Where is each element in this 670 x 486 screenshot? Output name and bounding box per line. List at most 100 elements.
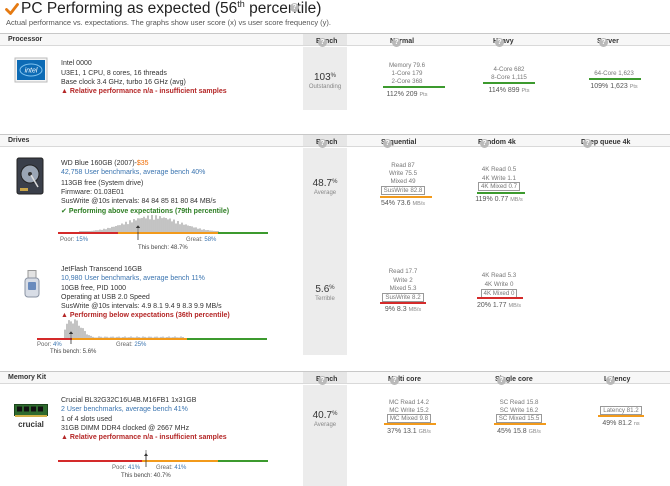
help-icon[interactable]: ? (497, 376, 506, 385)
check-icon: ✔ (61, 208, 69, 215)
help-icon[interactable]: ? (318, 376, 327, 385)
rand-write: 4K Write 1.1 (482, 175, 516, 182)
drive2-this-bench: This bench: 5.6% (50, 349, 97, 355)
histogram-range-green (187, 338, 267, 340)
usb-flash-icon (24, 270, 40, 298)
memory-name: Crucial BL32G32C16U4B.M16FB1 1x31GB (61, 397, 197, 404)
help-icon[interactable]: ? (390, 376, 399, 385)
processor-section-header: Processor Bench? Normal? Heavy? Server? (0, 33, 670, 47)
drive2-bench-caption: Terrible (315, 296, 335, 302)
drive2-bench-value: 5.6% (315, 284, 335, 295)
help-icon[interactable]: ? (480, 139, 489, 148)
rand-bar (477, 297, 523, 299)
seq-value: 9% 8.3 MB/s (384, 306, 422, 313)
help-icon[interactable]: ? (392, 38, 401, 47)
section-label: Processor (8, 36, 43, 43)
seq-mixed: Mixed 5.3 (389, 285, 417, 292)
svg-text:intel: intel (25, 68, 38, 75)
memory-poor: Poor: 41% (112, 465, 141, 471)
crucial-logo: crucial (18, 420, 44, 429)
drive2-usb-speed: Operating at USB 2.0 Speed (61, 294, 150, 301)
seq-value: 54% 73.6 MB/s (380, 200, 426, 207)
normal-memory: Memory 79.6 (388, 62, 426, 69)
server-bar (589, 78, 641, 80)
help-icon[interactable]: ? (290, 3, 299, 12)
page-subtitle: Actual performance vs. expectations. The… (6, 18, 331, 27)
section-label: Drives (8, 137, 30, 144)
histogram-range-red (37, 338, 72, 340)
mc-read: MC Read 14.2 (389, 399, 429, 406)
cpu-line-1: U3E1, 1 CPU, 8 cores, 16 threads (61, 70, 167, 77)
seq-bar (380, 302, 426, 304)
latency-value-label: Latency 81.2 (584, 406, 658, 415)
section-label: Memory Kit (8, 374, 47, 381)
sc-bar (494, 423, 546, 425)
rand-read: 4K Read 5.3 (481, 272, 517, 279)
memory-bench-caption: Average (313, 422, 337, 428)
drives-section-header: Drives Bench? Sequential? Random 4k? Dee… (0, 134, 670, 148)
seq-read: Read 87 (391, 162, 415, 169)
latency-value: 49% 81.2 ns (602, 420, 640, 427)
seq-suswrite: SusWrite 8.2 (366, 293, 440, 302)
ram-stick-icon: crucial (14, 404, 48, 429)
page-header: PC Performing as expected (56th percenti… (0, 0, 670, 32)
seq-read: Read 17.7 (388, 268, 418, 275)
help-icon[interactable]: ? (606, 376, 615, 385)
help-icon[interactable]: ? (495, 38, 504, 47)
page-title: PC Performing as expected (56th percenti… (21, 0, 322, 17)
help-icon[interactable]: ? (583, 139, 592, 148)
mc-bar (384, 423, 436, 425)
drive1-price: $35 (136, 160, 149, 167)
mc-write: MC Write 15.2 (389, 407, 429, 414)
memory-this-bench: This bench: 40.7% (121, 473, 171, 479)
sc-mixed: SC Mixed 15.5 (482, 414, 556, 423)
memory-histogram (58, 443, 270, 468)
drive1-status: ✔ Performing above expectations (79th pe… (61, 208, 230, 215)
drive2-histogram (37, 318, 269, 346)
warning-icon: ▲ (61, 312, 70, 319)
drive2-great: Great: 25% (116, 342, 147, 348)
drive2-name: JetFlash Transcend 16GB (61, 266, 142, 273)
histogram-range-orange (142, 460, 218, 462)
intel-logo: intel (14, 57, 48, 83)
drive1-firmware: Firmware: 01.03E01 (61, 189, 125, 196)
this-bench-arrow (69, 331, 73, 334)
help-icon[interactable]: ? (383, 139, 392, 148)
drive1-name: WD Blue 160GB (2007)-$35 (61, 160, 149, 167)
memory-bench-value: 40.7% (312, 410, 338, 421)
hdd-icon (16, 157, 44, 195)
drive1-benchmarks-link[interactable]: 42,758 User benchmarks, average bench 40… (61, 169, 206, 176)
help-icon[interactable]: ? (599, 38, 608, 47)
drive1-free: 113GB free (System drive) (61, 180, 144, 187)
help-icon[interactable]: ? (318, 38, 327, 47)
mc-value: 37% 13.1 GB/s (387, 428, 431, 435)
drive1-bench-value: 48.7% (312, 178, 338, 189)
rand-value: 20% 1.77 MB/s (476, 302, 522, 309)
seq-suswrite: SusWrite 82.8 (366, 186, 440, 195)
cpu-warning: ▲ Relative performance n/a - insufficien… (61, 88, 227, 95)
memory-warning: ▲ Relative performance n/a - insufficien… (61, 434, 227, 441)
drive2-benchmarks-link[interactable]: 10,980 User benchmarks, average bench 11… (61, 275, 205, 282)
server-value: 109% 1,623 Pts (590, 83, 638, 90)
heavy-value: 114% 899 Pts (488, 87, 530, 94)
help-icon[interactable]: ? (318, 139, 327, 148)
cpu-name: Intel 0000 (61, 60, 92, 67)
memory-benchmarks-link[interactable]: 2 User benchmarks, average bench 41% (61, 406, 188, 413)
cpu-bench-caption: Outstanding (308, 84, 342, 90)
heavy-4core: 4-Core 682 (493, 66, 525, 73)
histogram-range-orange (118, 232, 218, 234)
cpu-bench-value: 103% (313, 72, 337, 83)
server-64core: 64-Core 1,623 (594, 70, 634, 77)
histogram-range-orange (72, 338, 187, 340)
seq-mixed: Mixed 49 (390, 178, 416, 185)
drive1-great: Great: 58% (186, 237, 217, 243)
this-bench-arrow (136, 225, 140, 228)
heavy-bar (483, 82, 535, 84)
histogram-range-green (218, 460, 268, 462)
rand-mixed: 4K Mixed 0.7 (462, 182, 536, 191)
seq-bar (380, 196, 432, 198)
drive1-bench-caption: Average (313, 190, 337, 196)
rand-bar (477, 192, 525, 194)
drive2-status: ▲ Performing below expectations (36th pe… (61, 312, 230, 319)
warning-icon: ▲ (61, 434, 70, 441)
